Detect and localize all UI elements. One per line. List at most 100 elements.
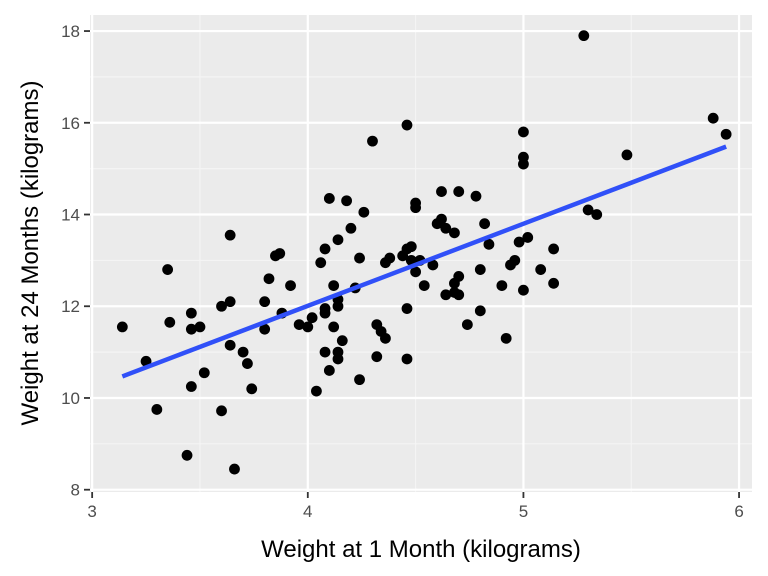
data-point [578,30,590,42]
data-point [518,284,529,296]
data-point [479,218,491,230]
data-point [367,135,378,147]
data-point [518,158,529,170]
data-point [401,119,413,131]
x-tick-label: 5 [519,502,528,521]
data-point [401,353,413,365]
y-axis: 8 10 12 14 16 18 [61,22,90,500]
data-point [474,305,486,317]
data-point [198,367,210,379]
data-point [311,385,322,397]
data-point [319,303,331,314]
data-point [591,209,603,220]
data-point [328,321,340,333]
data-point [285,280,296,292]
data-point [707,112,719,124]
data-point [116,321,128,333]
x-axis: 3 4 5 6 [87,492,744,521]
y-tick-label: 16 [61,114,80,133]
data-point [410,266,422,278]
data-point [259,296,271,308]
data-point [535,264,547,275]
data-point [401,303,413,314]
data-point [332,353,344,365]
data-point [224,229,236,241]
data-point [293,319,305,330]
data-point [436,186,447,197]
y-tick-label: 12 [61,297,80,316]
data-point [332,234,344,246]
data-point [224,296,236,308]
data-point [440,222,452,234]
data-point [242,358,253,369]
data-point [418,280,430,292]
data-point [380,332,391,344]
data-point [332,300,344,312]
y-tick-label: 18 [61,22,80,41]
data-point [453,289,465,301]
data-point [371,351,383,363]
data-point [384,252,396,264]
data-point [500,332,512,344]
data-point [224,339,236,351]
data-point [548,243,560,255]
data-point [162,264,174,275]
data-point [263,273,275,285]
data-point [509,254,521,266]
data-point [470,190,482,202]
data-point [453,186,465,197]
data-point [453,271,465,282]
data-point [548,277,560,289]
data-point [151,404,163,415]
data-points [116,30,732,475]
fit-line [121,144,727,379]
data-point [323,365,335,376]
data-point [354,252,365,264]
data-point [229,463,240,475]
data-point [582,204,594,216]
data-point [315,257,327,269]
data-point [319,243,331,255]
data-point [328,280,340,292]
data-point [621,149,633,161]
data-point [274,248,286,259]
data-point [354,374,365,386]
y-tick-label: 8 [71,481,80,500]
data-point [720,128,732,140]
data-point [436,213,447,225]
x-axis-title: Weight at 1 Month (kilograms) [261,536,581,563]
data-point [185,323,197,335]
data-point [194,321,206,333]
data-point [237,346,249,358]
data-point [496,280,508,292]
data-point [216,405,227,417]
data-point [306,312,318,324]
data-point [427,259,439,271]
major-gridlines [90,15,752,492]
data-point [216,300,227,312]
data-point [518,126,529,138]
data-point [483,238,495,250]
data-point [323,193,335,204]
data-point [259,323,271,335]
data-point [358,206,370,218]
data-point [341,195,353,207]
data-point [336,335,348,347]
y-axis-title: Weight at 24 Months (kilograms) [17,80,44,425]
regression-line [121,144,727,379]
plot-panel [90,15,752,492]
data-point [185,381,197,392]
data-point [302,321,314,333]
data-point [164,316,176,328]
data-point [185,307,197,319]
x-tick-label: 6 [734,502,743,521]
y-tick-label: 14 [61,206,80,225]
data-point [449,227,460,239]
x-tick-label: 3 [87,502,96,521]
data-point [319,346,331,358]
data-point [474,264,486,275]
x-tick-label: 4 [303,502,312,521]
data-point [461,319,473,330]
data-point [405,241,417,253]
